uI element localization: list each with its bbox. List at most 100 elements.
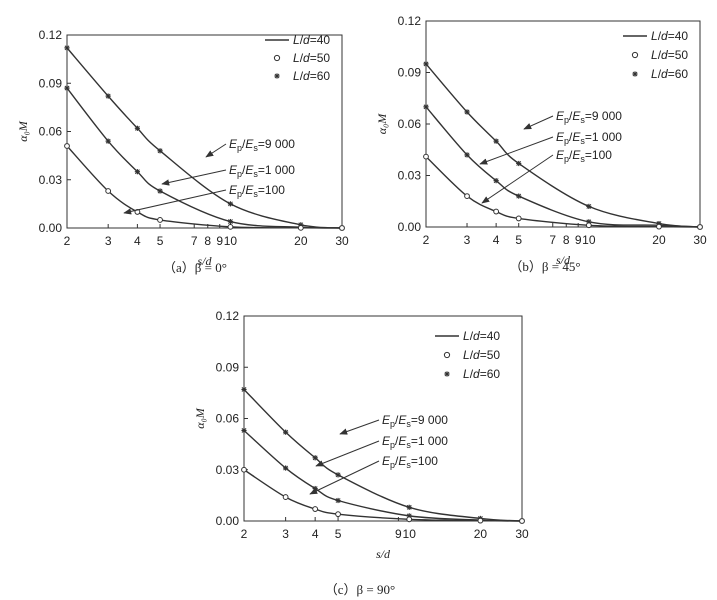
annotation-arrow: [309, 460, 380, 495]
series-annotation-label: Ep/Es=1 000: [556, 130, 622, 146]
legend-label: L/d=60: [463, 367, 500, 381]
x-tick-label: 9: [395, 527, 402, 541]
x-tick-label: 20: [294, 234, 308, 248]
data-point-series-3: [515, 215, 522, 222]
x-tick-label: 2: [423, 233, 430, 247]
legend-label: L/d=60: [651, 67, 688, 81]
data-point-series-3: [656, 223, 662, 230]
panel-caption: （a）β = 0°: [163, 260, 227, 275]
series-annotation-label: Ep/Es=1 000: [382, 434, 448, 450]
y-tick-label: 0.12: [39, 28, 63, 42]
data-point-series-3: [335, 511, 341, 518]
x-axis-title: s/d: [556, 253, 571, 267]
data-point-series-3: [464, 193, 470, 200]
x-tick-label: 2: [64, 234, 71, 248]
y-axis-title: α₀M: [16, 120, 30, 141]
x-tick-label: 4: [134, 234, 141, 248]
data-point-series-3: [406, 516, 413, 523]
series-line-1: [425, 63, 701, 228]
y-axis-title: α₀M: [375, 113, 389, 134]
x-axis-title: s/d: [376, 547, 391, 561]
panel-caption: （c）β = 90°: [325, 582, 395, 597]
series-annotation-label: Ep/Es=9 000: [229, 137, 295, 153]
data-point-series-3: [282, 494, 289, 500]
x-tick-label: 7: [191, 234, 198, 248]
legend-label: L/d=60: [293, 69, 330, 83]
data-point-series-3: [493, 208, 500, 215]
x-tick-label: 20: [652, 233, 666, 247]
x-tick-label: 7: [549, 233, 556, 247]
legend-label: L/d=40: [463, 329, 500, 343]
legend-label: L/d=40: [651, 29, 688, 43]
panel-caption: （b）β = 45°: [509, 259, 580, 274]
x-tick-label: 9: [216, 234, 223, 248]
y-tick-label: 0.06: [39, 125, 63, 139]
series-line-2: [66, 87, 343, 229]
legend-label: L/d=50: [463, 348, 500, 362]
legend-circle-swatch: [273, 54, 281, 62]
x-tick-label: 10: [582, 233, 596, 247]
data-point-series-3: [241, 466, 247, 473]
legend-circle-swatch: [631, 51, 639, 59]
x-tick-label: 20: [474, 527, 488, 541]
data-point-series-3: [423, 153, 429, 160]
legend-label: L/d=50: [651, 48, 688, 62]
x-tick-label: 3: [464, 233, 471, 247]
series-annotation-label: Ep/Es=9 000: [382, 413, 448, 429]
x-tick-label: 30: [693, 233, 707, 247]
x-tick-label: 5: [157, 234, 164, 248]
chart-panel-c: 0.00 0.03 0.06 0.09 0.12 2 3 4 5 9 10 20 30 s/d α₀M Ep/…: [193, 309, 529, 597]
series-line-3: [425, 156, 701, 228]
data-point-series-3: [64, 143, 70, 149]
legend-label: L/d=50: [293, 51, 330, 65]
y-tick-label: 0.09: [39, 76, 63, 90]
data-point-series-3: [157, 217, 163, 223]
chart-panel-a: 0.00 0.03 0.06 0.09 0.12 2 3 4 5 7 8 9 10 20 30 s/d α₀M E…: [16, 28, 349, 275]
y-tick-label: 0.00: [398, 220, 422, 234]
y-tick-label: 0.09: [216, 360, 240, 374]
annotation-arrow: [161, 169, 227, 186]
legend: L/d=40 L/d=50 L/d=60: [265, 33, 330, 83]
annotation-arrow: [315, 440, 380, 467]
y-tick-label: 0.12: [216, 309, 240, 323]
legend-circle-swatch: [443, 351, 451, 359]
x-tick-label: 5: [335, 527, 342, 541]
data-point-series-3: [519, 518, 525, 524]
x-tick-label: 3: [105, 234, 112, 248]
x-tick-label: 30: [335, 234, 349, 248]
legend: L/d=40 L/d=50 L/d=60: [435, 329, 500, 381]
annotation-arrow: [339, 419, 380, 435]
annotation-arrow: [205, 143, 227, 158]
series-annotation-label: Ep/Es=100: [382, 454, 438, 470]
y-tick-label: 0.09: [398, 66, 422, 80]
y-axis-title: α₀M: [193, 407, 207, 428]
annotation-arrow: [479, 136, 554, 165]
y-tick-label: 0.12: [398, 14, 422, 28]
series-annotation-label: Ep/Es=100: [229, 183, 285, 199]
data-point-series-3: [312, 506, 319, 512]
x-tick-label: 3: [282, 527, 289, 541]
x-tick-label: 30: [515, 527, 529, 541]
x-tick-label: 8: [563, 233, 570, 247]
y-tick-label: 0.06: [216, 412, 240, 426]
data-point-series-3: [697, 224, 703, 230]
y-tick-label: 0.03: [216, 463, 240, 477]
y-tick-label: 0.06: [398, 117, 422, 131]
y-tick-label: 0.03: [39, 173, 63, 187]
x-tick-label: 2: [241, 527, 248, 541]
legend-label: L/d=40: [293, 33, 330, 47]
x-tick-label: 8: [204, 234, 211, 248]
annotation-arrow: [523, 115, 554, 130]
data-point-series-3: [585, 222, 592, 229]
data-point-series-3: [339, 225, 345, 231]
annotation-arrow: [123, 189, 227, 215]
series-line-2: [425, 106, 701, 228]
y-tick-label: 0.00: [216, 514, 240, 528]
x-tick-label: 10: [224, 234, 238, 248]
legend: L/d=40 L/d=50 L/d=60: [623, 29, 688, 81]
y-tick-label: 0.03: [398, 169, 422, 183]
x-tick-label: 10: [403, 527, 417, 541]
chart-panel-b: 0.00 0.03 0.06 0.09 0.12 2 3 4 5 7 8 9 10 20 30 s/d α₀M E…: [375, 14, 707, 274]
x-tick-label: 4: [312, 527, 319, 541]
